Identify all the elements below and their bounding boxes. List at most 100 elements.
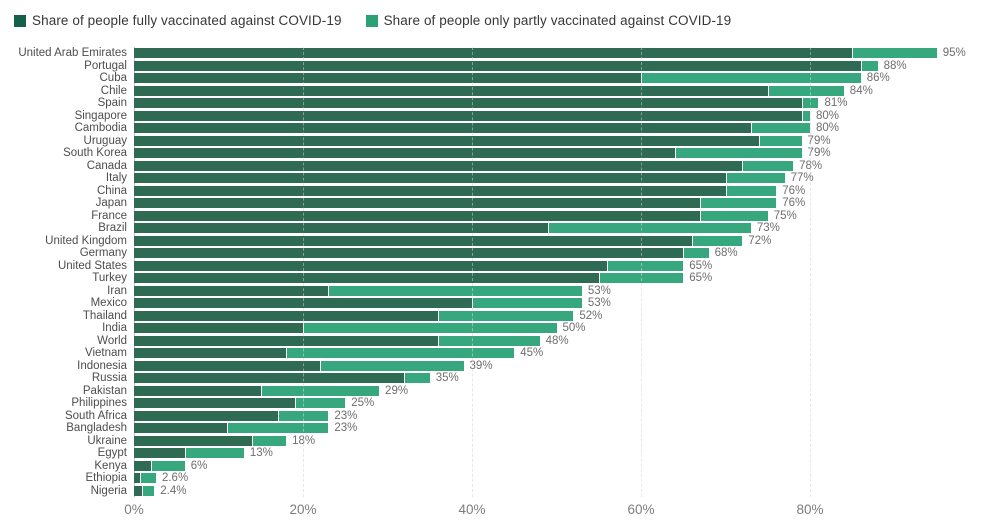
bar-segment-fully-vaccinated[interactable] (134, 98, 802, 109)
country-label: Canada (86, 159, 127, 172)
bar-track: 68% (134, 248, 738, 259)
bar-segment-fully-vaccinated[interactable] (134, 123, 751, 134)
bar-segment-fully-vaccinated[interactable] (134, 448, 185, 459)
legend-item-partly-vaccinated[interactable]: Share of people only partly vaccinated a… (365, 13, 732, 28)
chart-bar-row-singapore: Singapore 80% (0, 110, 987, 123)
bar-segment-partly-vaccinated[interactable] (295, 398, 346, 409)
bar-segment-fully-vaccinated[interactable] (134, 335, 439, 346)
gridline-20 (303, 47, 304, 497)
bar-segment-fully-vaccinated[interactable] (134, 360, 320, 371)
chart-bar-row-united-kingdom: United Kingdom 72% (0, 235, 987, 248)
bar-value-label: 53% (587, 297, 611, 310)
bar-segment-fully-vaccinated[interactable] (134, 260, 608, 271)
bar-segment-fully-vaccinated[interactable] (134, 435, 253, 446)
bar-segment-fully-vaccinated[interactable] (134, 298, 472, 309)
legend-item-fully-vaccinated[interactable]: Share of people fully vaccinated against… (14, 13, 342, 28)
bar-segment-fully-vaccinated[interactable] (134, 248, 684, 259)
bar-segment-fully-vaccinated[interactable] (134, 385, 261, 396)
chart-bar-row-egypt: Egypt 13% (0, 447, 987, 460)
bar-segment-fully-vaccinated[interactable] (134, 48, 853, 59)
bar-segment-fully-vaccinated[interactable] (134, 235, 692, 246)
bar-segment-partly-vaccinated[interactable] (287, 348, 515, 359)
bar-segment-fully-vaccinated[interactable] (134, 273, 599, 284)
bar-segment-fully-vaccinated[interactable] (134, 110, 802, 121)
bar-track: 72% (134, 234, 772, 247)
bar-segment-partly-vaccinated[interactable] (760, 135, 802, 146)
bar-value-label: 53% (587, 284, 611, 297)
bar-segment-fully-vaccinated[interactable] (134, 423, 227, 434)
bar-track: 65% (134, 273, 712, 284)
bar-segment-partly-vaccinated[interactable] (439, 310, 574, 321)
bar-value-label: 72% (748, 234, 772, 247)
bar-segment-partly-vaccinated[interactable] (304, 323, 557, 334)
bar-segment-fully-vaccinated[interactable] (134, 485, 143, 496)
bar-segment-partly-vaccinated[interactable] (185, 448, 244, 459)
bar-segment-partly-vaccinated[interactable] (726, 185, 777, 196)
bar-segment-partly-vaccinated[interactable] (143, 485, 155, 496)
country-label: Italy (105, 172, 127, 184)
bar-segment-partly-vaccinated[interactable] (642, 73, 861, 84)
bar-segment-partly-vaccinated[interactable] (599, 273, 684, 284)
bar-track: 84% (134, 85, 873, 97)
bar-segment-fully-vaccinated[interactable] (134, 198, 701, 209)
bar-segment-fully-vaccinated[interactable] (134, 135, 760, 146)
bar-segment-fully-vaccinated[interactable] (134, 373, 405, 384)
bar-segment-partly-vaccinated[interactable] (701, 198, 777, 209)
bar-segment-fully-vaccinated[interactable] (134, 460, 151, 471)
bar-segment-partly-vaccinated[interactable] (692, 235, 743, 246)
bar-track: 76% (134, 197, 806, 210)
bar-segment-partly-vaccinated[interactable] (861, 60, 878, 71)
bar-segment-fully-vaccinated[interactable] (134, 85, 768, 96)
country-label: South Korea (63, 147, 127, 159)
bar-track: 45% (134, 348, 543, 359)
bar-segment-partly-vaccinated[interactable] (261, 385, 380, 396)
bar-segment-partly-vaccinated[interactable] (549, 223, 751, 234)
bar-segment-partly-vaccinated[interactable] (768, 85, 844, 96)
bar-segment-fully-vaccinated[interactable] (134, 310, 439, 321)
bar-segment-partly-vaccinated[interactable] (151, 460, 185, 471)
bar-segment-partly-vaccinated[interactable] (726, 173, 785, 184)
bar-segment-partly-vaccinated[interactable] (329, 285, 582, 296)
bar-segment-partly-vaccinated[interactable] (405, 373, 430, 384)
bar-segment-fully-vaccinated[interactable] (134, 348, 287, 359)
bar-segment-fully-vaccinated[interactable] (134, 223, 549, 234)
bar-segment-partly-vaccinated[interactable] (751, 123, 810, 134)
bar-segment-partly-vaccinated[interactable] (278, 410, 329, 421)
bar-segment-fully-vaccinated[interactable] (134, 160, 743, 171)
bar-segment-partly-vaccinated[interactable] (227, 423, 329, 434)
bar-value-label: 76% (782, 197, 806, 210)
bar-segment-fully-vaccinated[interactable] (134, 210, 701, 221)
bar-segment-partly-vaccinated[interactable] (253, 435, 287, 446)
bar-segment-partly-vaccinated[interactable] (439, 335, 540, 346)
bar-segment-partly-vaccinated[interactable] (802, 110, 810, 121)
bar-segment-fully-vaccinated[interactable] (134, 185, 726, 196)
bar-segment-fully-vaccinated[interactable] (134, 323, 303, 334)
bar-segment-fully-vaccinated[interactable] (134, 148, 675, 159)
bar-segment-partly-vaccinated[interactable] (743, 160, 794, 171)
bar-segment-partly-vaccinated[interactable] (701, 210, 768, 221)
bar-segment-partly-vaccinated[interactable] (608, 260, 684, 271)
bar-segment-fully-vaccinated[interactable] (134, 398, 295, 409)
bar-value-label: 52% (579, 309, 603, 322)
bar-segment-fully-vaccinated[interactable] (134, 285, 329, 296)
bar-segment-fully-vaccinated[interactable] (134, 73, 641, 84)
country-label: World (97, 334, 127, 347)
chart-bar-row-iran: Iran 53% (0, 285, 987, 298)
bar-segment-partly-vaccinated[interactable] (684, 248, 709, 259)
chart-legend: Share of people fully vaccinated against… (14, 13, 731, 28)
bar-segment-fully-vaccinated[interactable] (134, 473, 140, 484)
bar-segment-partly-vaccinated[interactable] (802, 98, 819, 109)
bar-segment-partly-vaccinated[interactable] (675, 148, 802, 159)
bar-track: 76% (134, 185, 805, 197)
bar-segment-partly-vaccinated[interactable] (140, 473, 156, 484)
country-label: India (102, 322, 127, 334)
country-label: Thailand (82, 309, 127, 322)
bar-segment-fully-vaccinated[interactable] (134, 410, 278, 421)
chart-bar-row-philippines: Philippines 25% (0, 397, 987, 410)
chart-bar-row-canada: Canada 78% (0, 160, 987, 173)
bar-segment-fully-vaccinated[interactable] (134, 173, 726, 184)
bar-segment-fully-vaccinated[interactable] (134, 60, 861, 71)
bar-segment-partly-vaccinated[interactable] (853, 48, 937, 59)
bar-segment-partly-vaccinated[interactable] (473, 298, 582, 309)
bar-segment-partly-vaccinated[interactable] (320, 360, 464, 371)
